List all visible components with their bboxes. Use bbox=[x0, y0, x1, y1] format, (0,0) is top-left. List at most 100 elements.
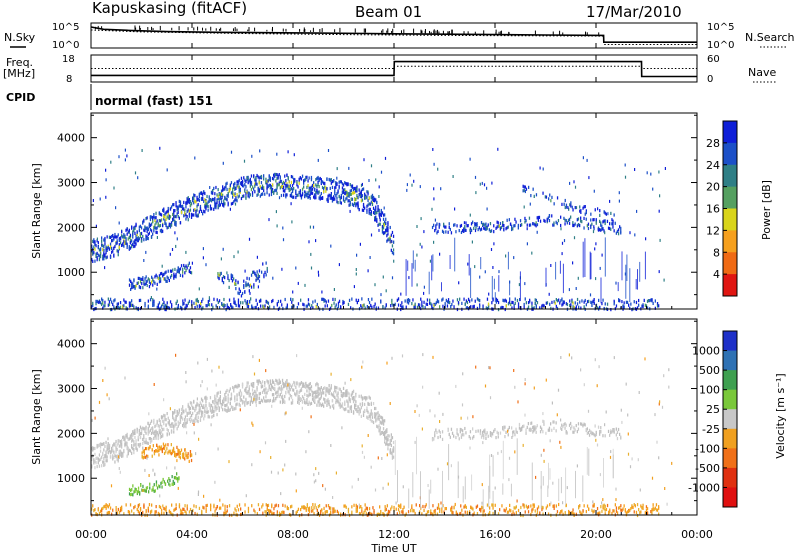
range-gate-cell bbox=[205, 204, 207, 208]
range-gate-cell bbox=[134, 442, 136, 447]
range-gate-cell bbox=[574, 428, 576, 432]
range-gate-cell bbox=[172, 449, 175, 453]
range-gate-cell bbox=[217, 272, 219, 276]
range-gate-cell bbox=[338, 387, 340, 391]
colorbar-segment bbox=[723, 274, 737, 297]
range-gate-cell bbox=[333, 507, 335, 511]
range-gate-cell bbox=[496, 298, 499, 302]
range-gate-cell bbox=[411, 504, 413, 508]
range-gate-cell bbox=[604, 219, 606, 223]
range-gate-cell bbox=[497, 221, 499, 225]
range-gate-cell bbox=[349, 203, 351, 207]
range-gate-cell bbox=[311, 183, 314, 188]
range-gate-cell bbox=[123, 240, 125, 244]
range-gate-cell bbox=[214, 402, 216, 406]
range-gate-cell bbox=[532, 430, 534, 434]
range-gate-cell bbox=[166, 210, 168, 214]
range-gate-cell bbox=[172, 212, 174, 216]
range-gate-cell bbox=[593, 189, 595, 193]
range-gate-cell bbox=[275, 503, 277, 507]
range-gate-cell bbox=[412, 298, 414, 302]
range-gate-cell bbox=[235, 406, 237, 410]
range-gate-cell bbox=[483, 509, 485, 513]
range-gate-cell bbox=[591, 431, 593, 435]
range-gate-cell bbox=[412, 508, 414, 513]
range-gate-cell bbox=[345, 389, 347, 393]
range-gate-cell bbox=[313, 391, 315, 395]
range-gate-cell bbox=[222, 185, 224, 189]
range-gate-cell bbox=[553, 506, 555, 510]
range-gate-cell bbox=[610, 431, 612, 435]
nsky-tick-top: 10^5 bbox=[52, 22, 79, 33]
range-gate-cell bbox=[225, 510, 227, 515]
range-gate-cell bbox=[563, 239, 566, 243]
range-gate-cell bbox=[190, 458, 193, 463]
range-gate-cell bbox=[575, 287, 577, 290]
range-gate-cell bbox=[135, 242, 137, 246]
range-gate-cell bbox=[135, 237, 137, 242]
range-gate-cell bbox=[514, 297, 516, 301]
range-gate-cell bbox=[248, 394, 250, 398]
range-gate-cell bbox=[607, 226, 610, 230]
range-gate-cell bbox=[360, 199, 362, 203]
range-gate-cell bbox=[275, 391, 277, 395]
range-gate-cell bbox=[306, 400, 308, 404]
range-gate-cell bbox=[276, 224, 278, 228]
range-gate-cell bbox=[553, 420, 555, 424]
range-gate-cell bbox=[274, 172, 276, 176]
range-gate-cell bbox=[102, 306, 104, 310]
range-gate-cell bbox=[371, 305, 373, 309]
range-gate-cell bbox=[112, 238, 114, 242]
range-gate-cell bbox=[243, 194, 245, 198]
range-gate-cell bbox=[102, 254, 104, 258]
range-gate-cell bbox=[283, 398, 285, 402]
range-gate-cell bbox=[338, 299, 341, 303]
range-gate-cell bbox=[264, 304, 266, 308]
range-gate-cell bbox=[350, 197, 352, 201]
range-gate-cell bbox=[472, 427, 474, 431]
range-gate-cell bbox=[357, 410, 359, 414]
range-gate-cell bbox=[367, 269, 369, 273]
range-gate-cell bbox=[507, 510, 510, 514]
range-gate-cell bbox=[133, 429, 135, 433]
range-gate-cell bbox=[480, 507, 482, 512]
range-gate-cell bbox=[460, 435, 463, 439]
range-gate-cell bbox=[253, 187, 255, 191]
range-gate-cell bbox=[124, 443, 126, 447]
range-gate-cell bbox=[139, 425, 142, 429]
range-gate-cell bbox=[355, 507, 357, 511]
range-gate-cell bbox=[396, 512, 398, 516]
range-gate-cell bbox=[177, 205, 179, 209]
nave-series-line bbox=[91, 65, 697, 69]
range-gate-cell bbox=[533, 306, 535, 310]
range-gate-cell bbox=[291, 175, 294, 179]
range-gate-cell bbox=[300, 194, 303, 198]
range-gate-cell bbox=[159, 279, 162, 283]
range-gate-cell bbox=[214, 397, 216, 401]
range-gate-cell bbox=[158, 224, 160, 228]
range-gate-cell bbox=[182, 512, 184, 516]
range-gate-cell bbox=[129, 503, 132, 507]
range-gate-cell bbox=[243, 176, 245, 180]
range-gate-cell bbox=[311, 191, 314, 195]
range-gate-cell bbox=[196, 204, 198, 208]
range-gate-cell bbox=[629, 231, 631, 235]
range-gate-cell bbox=[150, 222, 153, 226]
range-gate-cell bbox=[138, 503, 141, 507]
range-gate-cell bbox=[318, 504, 321, 508]
range-gate-cell bbox=[151, 503, 153, 507]
range-gate-cell bbox=[485, 433, 487, 437]
range-gate-cell bbox=[368, 301, 371, 305]
range-gate-cell bbox=[184, 271, 186, 275]
range-gate-cell bbox=[258, 279, 261, 283]
range-gate-cell bbox=[268, 305, 271, 309]
range-gate-cell bbox=[238, 384, 240, 388]
range-gate-cell bbox=[258, 299, 261, 303]
range-gate-cell bbox=[591, 301, 593, 305]
range-gate-cell bbox=[278, 378, 280, 383]
cpid-value: normal (fast) 151 bbox=[95, 94, 213, 108]
range-gate-cell bbox=[158, 430, 160, 434]
range-gate-cell bbox=[351, 397, 354, 401]
range-gate-cell bbox=[450, 427, 453, 431]
range-gate-cell bbox=[319, 194, 321, 198]
